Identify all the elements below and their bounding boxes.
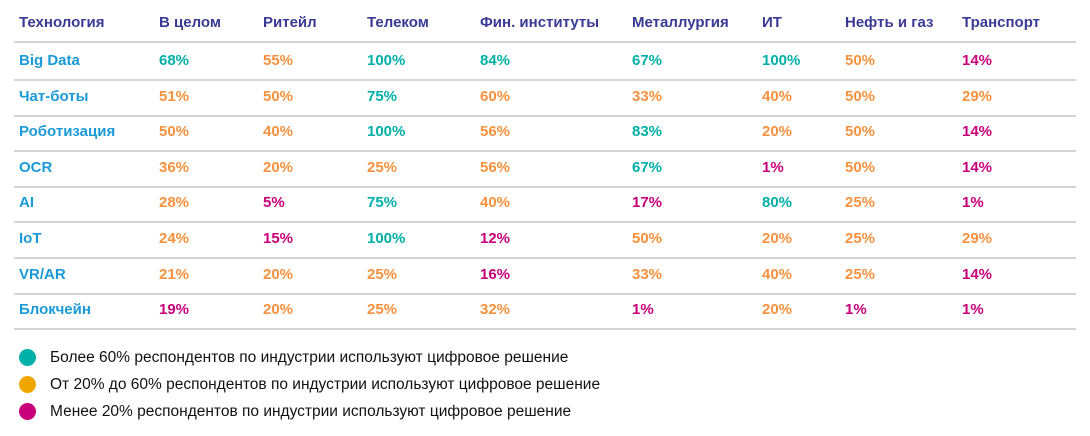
- row-label: AI: [19, 194, 34, 212]
- column-header: Ритейл: [263, 14, 317, 31]
- value-cell: 50%: [845, 123, 876, 141]
- value-cell: 16%: [480, 265, 511, 283]
- column-header: ИТ: [762, 14, 782, 31]
- value-cell: 40%: [762, 265, 793, 283]
- value-cell: 14%: [962, 123, 993, 141]
- value-cell: 1%: [962, 301, 984, 319]
- column-header: Фин. институты: [480, 14, 600, 31]
- value-cell: 29%: [962, 230, 993, 247]
- value-cell: 14%: [962, 158, 993, 176]
- value-cell: 20%: [263, 265, 294, 283]
- value-cell: 68%: [159, 52, 190, 69]
- value-cell: 56%: [480, 123, 511, 141]
- value-cell: 1%: [962, 194, 984, 212]
- value-cell: 40%: [480, 194, 511, 212]
- value-cell: 33%: [632, 265, 663, 283]
- row-label: Big Data: [19, 52, 80, 69]
- row-label: IoT: [19, 230, 42, 247]
- value-cell: 50%: [632, 230, 663, 247]
- value-cell: 25%: [845, 194, 876, 212]
- value-cell: 29%: [962, 87, 993, 105]
- value-cell: 75%: [367, 87, 398, 105]
- value-cell: 84%: [480, 52, 511, 69]
- value-cell: 25%: [367, 158, 398, 176]
- legend-dot-icon: [19, 376, 36, 393]
- column-header: Технология: [19, 14, 105, 31]
- row-label: OCR: [19, 158, 53, 176]
- header-row: Технология В целом Ритейл Телеком Фин. инсти…: [14, 5, 1076, 43]
- legend-dot-icon: [19, 349, 36, 366]
- value-cell: 15%: [263, 230, 294, 247]
- value-cell: 55%: [263, 52, 294, 69]
- value-cell: 67%: [632, 158, 663, 176]
- legend-text: Менее 20% респондентов по индустрии испо…: [50, 403, 572, 420]
- value-cell: 25%: [845, 230, 876, 247]
- legend-dot-icon: [19, 403, 36, 420]
- value-cell: 1%: [762, 158, 784, 176]
- value-cell: 50%: [159, 123, 190, 141]
- value-cell: 21%: [159, 265, 190, 283]
- value-cell: 83%: [632, 123, 663, 141]
- value-cell: 100%: [367, 52, 406, 69]
- value-cell: 25%: [845, 265, 876, 283]
- column-header: Нефть и газ: [845, 14, 934, 31]
- value-cell: 60%: [480, 87, 511, 105]
- value-cell: 20%: [263, 158, 294, 176]
- value-cell: 75%: [367, 194, 398, 212]
- column-header: Металлургия: [632, 14, 729, 31]
- value-cell: 1%: [632, 301, 654, 319]
- value-cell: 19%: [159, 301, 190, 319]
- row-label: Блокчейн: [19, 301, 91, 319]
- value-cell: 14%: [962, 52, 993, 69]
- value-cell: 20%: [762, 301, 793, 319]
- value-cell: 25%: [367, 265, 398, 283]
- value-cell: 56%: [480, 158, 511, 176]
- value-cell: 33%: [632, 87, 663, 105]
- value-cell: 40%: [263, 123, 294, 141]
- value-cell: 50%: [845, 52, 876, 69]
- table-row: OCR 36% 20% 25% 56% 67% 1% 50% 14%: [14, 150, 1076, 188]
- column-header: В целом: [159, 14, 221, 31]
- column-header: Транспорт: [962, 14, 1041, 31]
- table-row: Big Data 68% 55% 100% 84% 67% 100% 50% 14%: [14, 43, 1076, 81]
- table-row: IoT 24% 15% 100% 12% 50% 20% 25% 29%: [14, 221, 1076, 259]
- legend-text: От 20% до 60% респондентов по индустрии …: [50, 376, 601, 393]
- value-cell: 24%: [159, 230, 190, 247]
- value-cell: 14%: [962, 265, 993, 283]
- value-cell: 67%: [632, 52, 663, 69]
- value-cell: 25%: [367, 301, 398, 319]
- value-cell: 50%: [845, 87, 876, 105]
- value-cell: 32%: [480, 301, 511, 319]
- value-cell: 20%: [762, 230, 793, 247]
- column-header: Телеком: [367, 14, 429, 31]
- table-row: Роботизация 50% 40% 100% 56% 83% 20% 50% 14%: [14, 114, 1076, 153]
- value-cell: 5%: [263, 194, 285, 212]
- value-cell: 36%: [159, 158, 190, 176]
- table-row: Чат-боты 51% 50% 75% 60% 33% 40% 50% 29%: [14, 79, 1076, 117]
- value-cell: 50%: [263, 87, 294, 105]
- value-cell: 1%: [845, 301, 867, 319]
- value-cell: 17%: [632, 194, 663, 212]
- table-row: Блокчейн 19% 20% 25% 32% 1% 20% 1% 1%: [14, 292, 1076, 331]
- row-label: VR/AR: [19, 265, 66, 283]
- value-cell: 100%: [367, 230, 406, 247]
- row-label: Роботизация: [19, 123, 116, 141]
- value-cell: 20%: [263, 301, 294, 319]
- value-cell: 51%: [159, 87, 190, 105]
- value-cell: 100%: [762, 52, 801, 69]
- value-cell: 80%: [762, 194, 793, 212]
- value-cell: 40%: [762, 87, 793, 105]
- value-cell: 100%: [367, 123, 406, 141]
- value-cell: 28%: [159, 194, 190, 212]
- value-cell: 20%: [762, 123, 793, 141]
- table-row: AI 28% 5% 75% 40% 17% 80% 25% 1%: [14, 185, 1076, 224]
- legend-text: Более 60% респондентов по индустрии испо…: [50, 349, 569, 366]
- row-label: Чат-боты: [19, 87, 89, 105]
- table-row: VR/AR 21% 20% 25% 16% 33% 40% 25% 14%: [14, 257, 1076, 295]
- value-cell: 50%: [845, 158, 876, 176]
- value-cell: 12%: [480, 230, 511, 247]
